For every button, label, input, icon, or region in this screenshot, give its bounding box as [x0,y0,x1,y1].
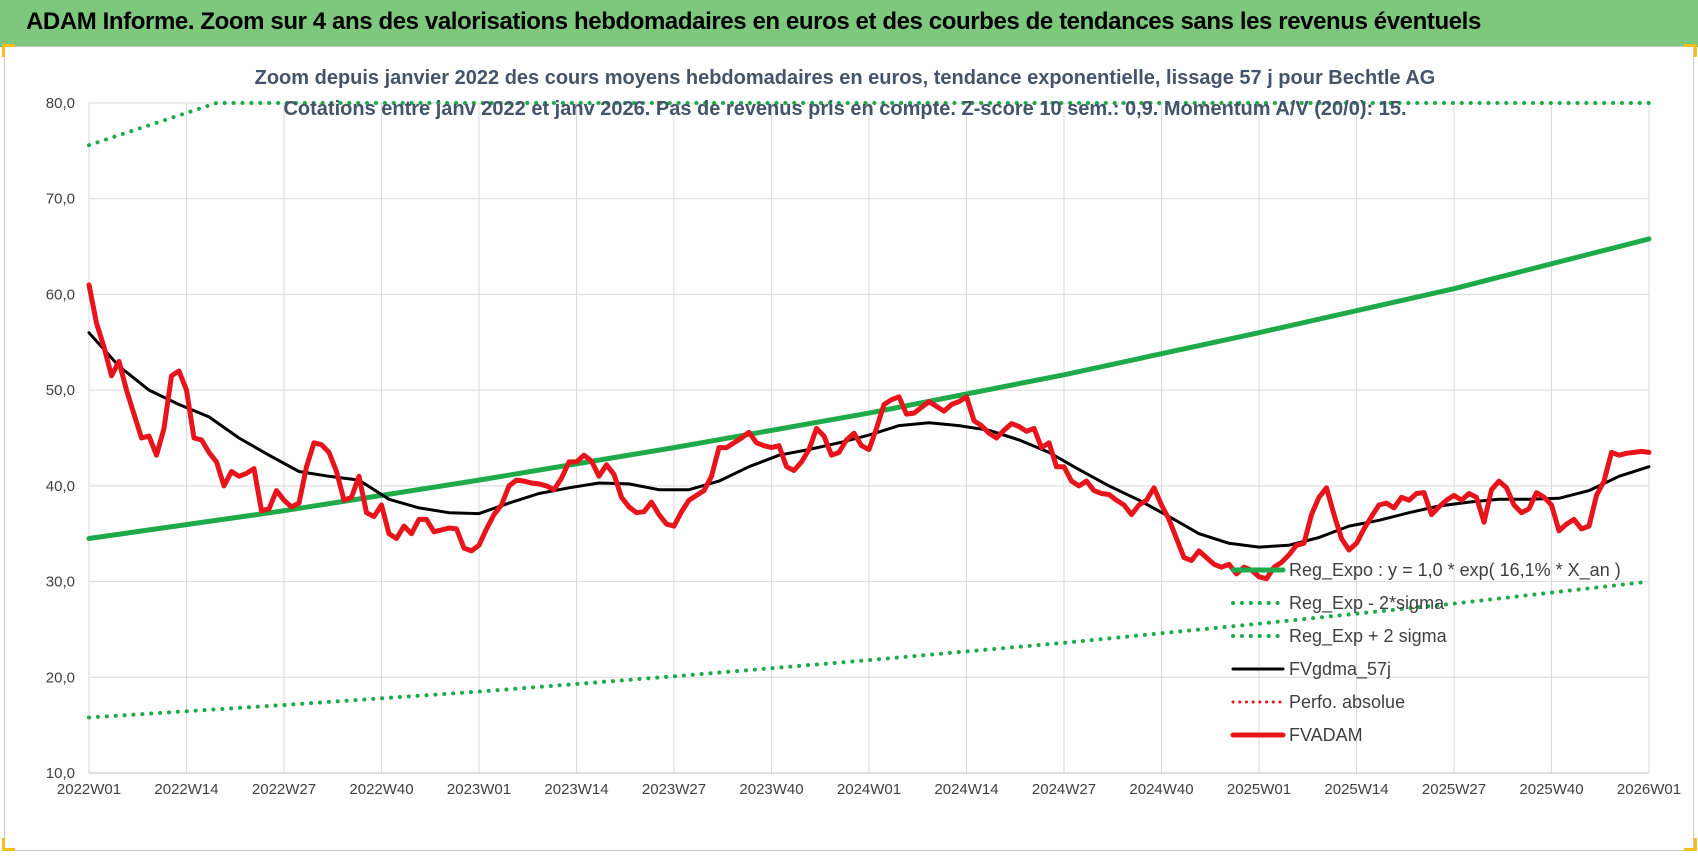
x-tick-label: 2024W01 [837,781,901,798]
series-line-2 [87,579,1651,720]
chart: 10,0 20,0 30,0 40,0 50,0 60,0 70,0 80,0 2022W01… [46,67,1681,798]
x-tick-label: 2023W40 [739,781,803,798]
page-title: ADAM Informe. Zoom sur 4 ans des valoris… [26,8,1481,35]
y-tick-label: 10,0 [46,765,75,782]
corner-mark [2,838,15,851]
header-bar: ADAM Informe. Zoom sur 4 ans des valoris… [0,0,1698,47]
x-tick-label: 2022W27 [252,781,316,798]
x-tick-label: 2023W01 [447,781,511,798]
y-tick-label: 30,0 [46,574,75,591]
x-tick-label: 2024W40 [1129,781,1193,798]
x-tick-label: 2025W27 [1422,781,1486,798]
y-axis-ticks: 10,0 20,0 30,0 40,0 50,0 60,0 70,0 80,0 [46,95,75,782]
x-tick-label: 2025W40 [1519,781,1583,798]
corner-mark [1684,44,1697,57]
x-tick-label: 2023W14 [544,781,608,798]
y-tick-label: 20,0 [46,669,75,686]
series-line-5 [86,282,1652,582]
grid [88,102,1650,774]
x-tick-label: 2022W40 [349,781,413,798]
legend-label: FVgdma_57j [1289,659,1391,680]
x-tick-label: 2024W27 [1032,781,1096,798]
x-tick-label: 2024W14 [934,781,998,798]
legend-label: Reg_Exp - 2*sigma [1289,593,1445,614]
y-tick-label: 80,0 [46,95,75,112]
y-tick-label: 70,0 [46,191,75,208]
chart-title: Zoom depuis janvier 2022 des cours moyen… [255,67,1436,89]
y-tick-label: 40,0 [46,478,75,495]
corner-mark [1684,838,1697,851]
series-line-3 [87,331,1651,549]
legend-label: Reg_Expo : y = 1,0 * exp( 16,1% * X_an ) [1289,560,1621,581]
series-line-1 [87,101,1651,148]
legend-label: Perfo. absolue [1289,692,1405,712]
x-tick-label: 2022W14 [154,781,218,798]
corner-mark [2,44,15,57]
series [86,101,1652,720]
legend-label: FVADAM [1289,725,1363,745]
x-tick-label: 2025W14 [1324,781,1388,798]
x-tick-label: 2026W01 [1617,781,1681,798]
legend-label: Reg_Exp + 2 sigma [1289,626,1448,647]
chart-subtitle: Cotations entre janv 2022 et janv 2026. … [283,98,1406,120]
x-tick-label: 2023W27 [642,781,706,798]
chart-frame: 10,0 20,0 30,0 40,0 50,0 60,0 70,0 80,0 2022W01… [4,46,1694,851]
y-tick-label: 50,0 [46,382,75,399]
x-tick-label: 2025W01 [1227,781,1291,798]
x-tick-label: 2022W01 [57,781,121,798]
legend: Reg_Expo : y = 1,0 * exp( 16,1% * X_an )… [1230,560,1621,745]
x-axis-ticks: 2022W01 2022W14 2022W27 2022W40 2023W01 2023W… [57,781,1681,798]
y-tick-label: 60,0 [46,286,75,303]
